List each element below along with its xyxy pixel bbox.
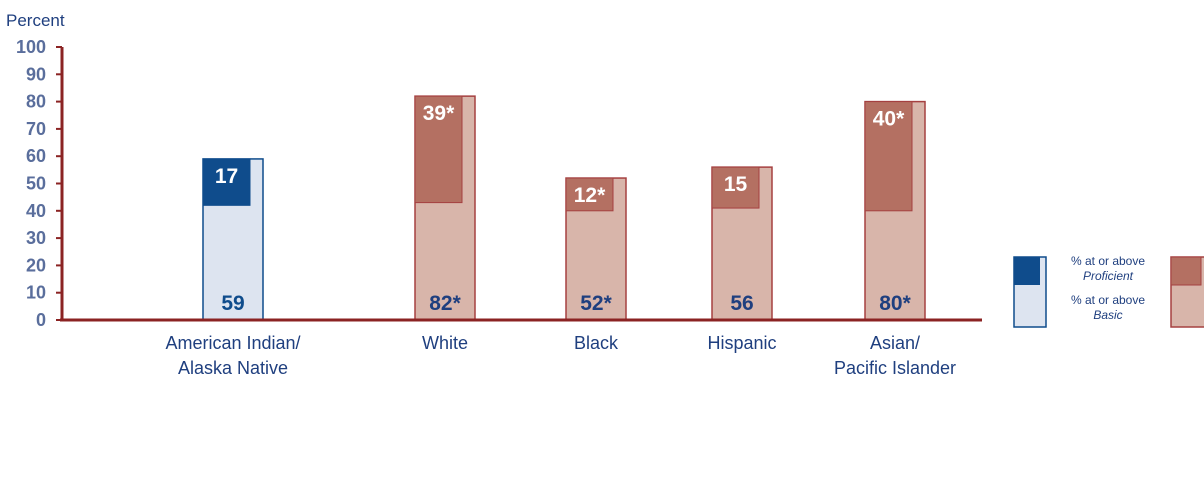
basic-value-label: 52* [580,292,612,315]
basic-value-label: 82* [429,292,461,315]
y-tick-label: 80 [26,92,46,112]
legend-basic-label: % at or above [1071,293,1145,307]
x-category-label: White [422,333,468,353]
bar-group: 12* 52* [565,177,627,321]
proficient-value-label: 12* [574,184,606,207]
y-tick-label: 90 [26,64,46,84]
basic-value-label: 80* [879,292,911,315]
basic-value-label: 56 [730,292,753,315]
legend-proficient-label-term: Proficient [1083,269,1134,283]
y-tick-label: 20 [26,255,46,275]
legend-basic-label-term: Basic [1093,308,1122,322]
basic-value-label: 59 [221,292,244,315]
x-category-label: Hispanic [707,333,776,353]
y-tick-label: 10 [26,283,46,303]
y-tick-label: 40 [26,201,46,221]
x-category-label: Pacific Islander [834,358,956,378]
proficient-value-label: 39* [423,102,455,125]
x-category-label: American Indian/ [165,333,300,353]
bar-proficient [202,158,251,206]
proficient-value-label: 17 [215,165,238,188]
bar-proficient [711,166,760,209]
x-category-label: Alaska Native [178,358,288,378]
bar-proficient [414,95,463,204]
bar-group: 40* 80* [864,100,926,321]
x-category-label: Asian/ [870,333,920,353]
bar-proficient [565,177,614,212]
y-tick-label: 30 [26,228,46,248]
x-category-label: Black [574,333,619,353]
bar-group: 39* 82* [414,95,476,321]
y-axis-title: Percent [6,11,65,30]
bar-proficient [864,101,913,212]
proficient-value-label: 40* [873,108,905,131]
y-tick-label: 50 [26,174,46,194]
legend-focal-proficient-swatch [1014,257,1040,285]
y-tick-label: 0 [36,310,46,330]
proficient-value-label: 15 [724,173,748,196]
legend-other-proficient-swatch [1170,256,1202,286]
y-tick-label: 100 [16,37,46,57]
legend-proficient-label: % at or above [1071,254,1145,268]
y-tick-label: 70 [26,119,46,139]
y-tick-label: 60 [26,146,46,166]
